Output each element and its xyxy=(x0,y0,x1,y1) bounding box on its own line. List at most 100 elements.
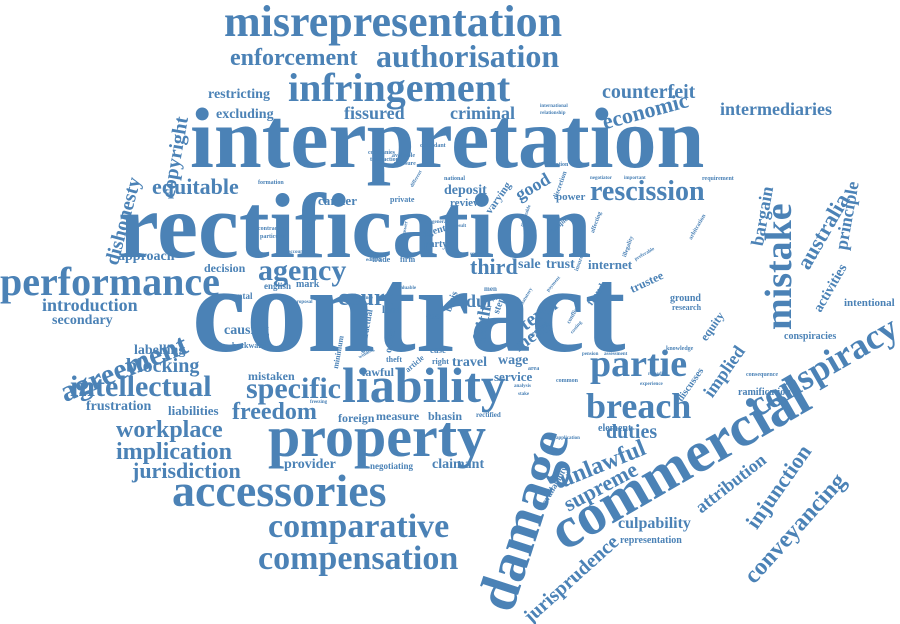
word-specific: specific xyxy=(246,372,341,405)
word-authorisation: authorisation xyxy=(376,38,560,74)
word-causing: causing xyxy=(224,323,270,338)
word-equity: equity xyxy=(697,309,728,344)
word-decision: decision xyxy=(204,261,246,275)
word-intentional: intentional xyxy=(844,297,895,309)
word-jurisdiction: jurisdiction xyxy=(132,458,241,483)
word-transaction: transaction xyxy=(370,157,399,163)
word-knowledge: knowledge xyxy=(666,346,694,352)
word-case: case xyxy=(430,345,446,355)
word-cost: cost xyxy=(426,311,443,322)
word-comparative: comparative xyxy=(268,508,450,545)
word-firm: firm xyxy=(400,255,416,264)
word-service: service xyxy=(494,369,533,384)
word-assessment: assessment xyxy=(604,352,628,357)
word-pressure: pressure xyxy=(394,161,416,167)
word-party: party xyxy=(424,239,448,250)
word-english: english xyxy=(264,281,292,291)
word-representation: representation xyxy=(620,535,682,546)
word-misrepresentation: misrepresentation xyxy=(224,0,563,46)
word-substance: substance xyxy=(352,296,373,301)
word-defendant: defendant xyxy=(420,143,446,149)
word-carrier: carrier xyxy=(318,193,357,208)
word-frustration: frustration xyxy=(86,399,152,414)
word-performance: performance xyxy=(0,259,220,304)
word-requirement: requirement xyxy=(702,176,734,182)
word-court: court xyxy=(338,285,393,311)
word-introduction: introduction xyxy=(42,295,138,315)
word-conspiracies: conspiracies xyxy=(784,331,837,342)
word-mental: mental xyxy=(226,291,253,301)
word-backward: backward xyxy=(232,341,267,350)
word-research: research xyxy=(672,303,702,312)
word-trust: trust xyxy=(546,257,575,272)
word-companies: companies xyxy=(368,150,395,156)
word-theft: theft xyxy=(386,355,402,364)
word-excluding: excluding xyxy=(216,107,274,122)
word-implication: implication xyxy=(116,439,233,465)
word-application: application xyxy=(556,436,580,441)
word-edition: edition xyxy=(366,258,381,263)
word-available: available xyxy=(392,153,416,159)
word-approach: approach xyxy=(118,249,175,264)
word-claimant: claimant xyxy=(432,457,485,472)
word-negotiator: negotiator xyxy=(590,176,612,181)
word-analysis: analysis xyxy=(514,384,531,389)
word-land: land xyxy=(382,305,401,316)
word-equitable: equitable xyxy=(152,174,239,199)
word-duties: duties xyxy=(606,421,658,443)
word-dur: dur xyxy=(466,291,495,311)
word-culpability: culpability xyxy=(618,515,691,532)
word-private: private xyxy=(390,195,415,204)
word-workplace: workplace xyxy=(116,417,223,443)
word-account: account xyxy=(288,250,305,255)
word-consequence: consequence xyxy=(746,372,778,378)
word-international: international xyxy=(540,104,568,109)
word-labelling: labelling xyxy=(134,343,186,358)
word-internet: internet xyxy=(588,257,633,272)
word-liability: liability xyxy=(342,357,506,413)
word-affecting: affecting xyxy=(590,211,604,235)
word-fissured: fissured xyxy=(344,103,405,123)
word-third: third xyxy=(470,254,518,279)
word-review: review xyxy=(450,197,481,209)
word-contract: contract xyxy=(192,243,626,378)
word-result: result xyxy=(454,224,467,229)
word-element: element xyxy=(598,423,632,434)
word-men: men xyxy=(484,285,497,293)
word-role: role xyxy=(488,296,498,302)
word-power: power xyxy=(556,191,586,203)
word-enforcement: enforcement xyxy=(230,45,358,71)
word-lawful: lawful xyxy=(362,365,395,379)
word-measure: measure xyxy=(376,409,420,423)
word-trustee: trustee xyxy=(627,268,666,296)
word-blocking: blocking xyxy=(126,355,200,377)
word-relationship: relationship xyxy=(540,111,566,116)
word-proposal: proposal xyxy=(294,300,313,305)
word-mark: mark xyxy=(296,279,320,290)
word-formation: formation xyxy=(258,180,284,186)
word-preferable: preferable xyxy=(634,246,656,263)
word-bhasin: bhasin xyxy=(428,409,463,423)
word-mistaken: mistaken xyxy=(248,369,295,383)
word-common: common xyxy=(556,378,578,384)
word-criminal: criminal xyxy=(450,103,515,123)
word-compensation: compensation xyxy=(258,540,459,577)
word-national: national xyxy=(444,176,466,182)
word-trade: trade xyxy=(372,255,391,264)
word-important: important xyxy=(624,176,646,181)
word-property: property xyxy=(268,404,487,469)
word-pension: pension xyxy=(582,352,599,357)
word-experience: experience xyxy=(640,382,663,387)
word-remedies: remedies xyxy=(648,372,668,377)
word-provider: provider xyxy=(284,457,336,472)
word-intermediaries: intermediaries xyxy=(720,99,832,119)
word-liabilities: liabilities xyxy=(168,403,219,418)
word-negotiating: negotiating xyxy=(370,461,414,471)
word-violation: violation xyxy=(546,162,569,168)
word-restricting: restricting xyxy=(208,87,270,102)
word-wage: wage xyxy=(498,353,529,368)
word-infringement: infringement xyxy=(288,65,511,110)
word-agency: agency xyxy=(258,254,347,287)
word-interpretation: interpretation xyxy=(190,90,705,186)
